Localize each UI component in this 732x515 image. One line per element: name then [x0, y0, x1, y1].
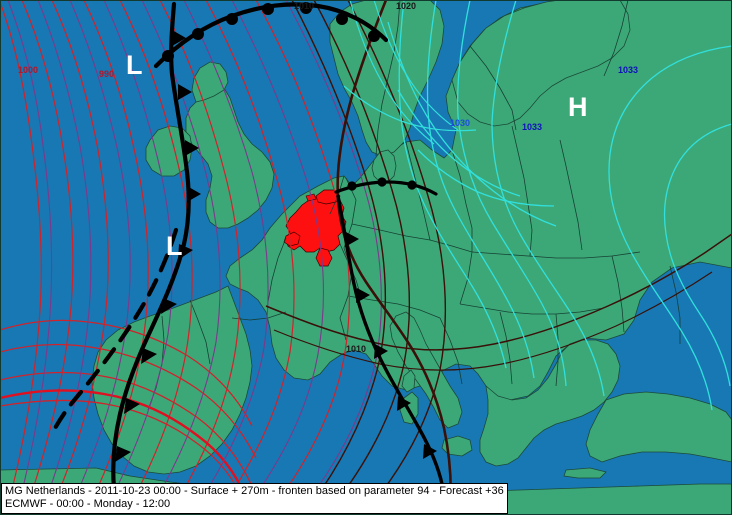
isobar-label-1010-central: 1010 — [346, 344, 367, 354]
isobar-purple-family — [7, 0, 382, 507]
isobar-1020-heavy — [336, 0, 453, 513]
caption-line-2: ECMWF - 00:00 - Monday - 12:00 — [5, 498, 171, 510]
front-cold-main — [111, 1, 201, 491]
isobar-label-1010-north: 1010 — [294, 1, 315, 11]
isobar-label-1030-baltic: 1030 — [450, 118, 471, 128]
cold-front-triangles — [115, 30, 201, 462]
netherlands-highlight-limburg — [315, 247, 333, 267]
warm-front-bumps — [162, 2, 380, 62]
isobar-red-thick-iberia — [0, 389, 248, 499]
isobar-cyan-scandinavia — [343, 0, 477, 145]
land-iberia — [91, 285, 253, 475]
isobar-label-1020-north: 1020 — [396, 1, 417, 11]
land-sicily — [441, 435, 473, 457]
land-scandinavia — [329, 0, 445, 157]
land-crete — [563, 467, 607, 479]
front-occluded — [49, 227, 179, 437]
isobar-label-1033-west: 1033 — [522, 122, 543, 132]
front-warm-main — [153, 2, 389, 69]
land-corsica — [401, 369, 416, 393]
chart-caption-box: MG Netherlands - 2011-10-23 00:00 - Surf… — [1, 483, 508, 514]
front-cold-secondary — [336, 194, 444, 486]
isobar-cyan-family — [387, 0, 732, 411]
cold-front-secondary-triangles — [345, 232, 437, 459]
isobar-1010-central-b — [273, 271, 713, 371]
isobar-dark-family — [291, 0, 447, 511]
front-warm-netherlands — [334, 177, 438, 196]
isobar-red-family — [0, 0, 350, 505]
warm-front-netherlands-bumps — [347, 177, 417, 191]
caption-line-1: MG Netherlands - 2011-10-23 00:00 - Surf… — [5, 485, 504, 497]
land-great-britain — [185, 85, 275, 229]
isobar-label-990: 990 — [99, 69, 115, 79]
land-turkey — [585, 391, 732, 463]
land-scotland — [191, 61, 229, 103]
land-baltic-finland — [451, 0, 631, 127]
isobar-label-1033-east: 1033 — [618, 65, 639, 75]
isobar-1010-central — [265, 233, 732, 351]
isobar-label-1000-west: 1000 — [18, 65, 39, 75]
highlight-netherlands-layer — [283, 189, 347, 267]
land-balkans-greece — [479, 339, 621, 467]
